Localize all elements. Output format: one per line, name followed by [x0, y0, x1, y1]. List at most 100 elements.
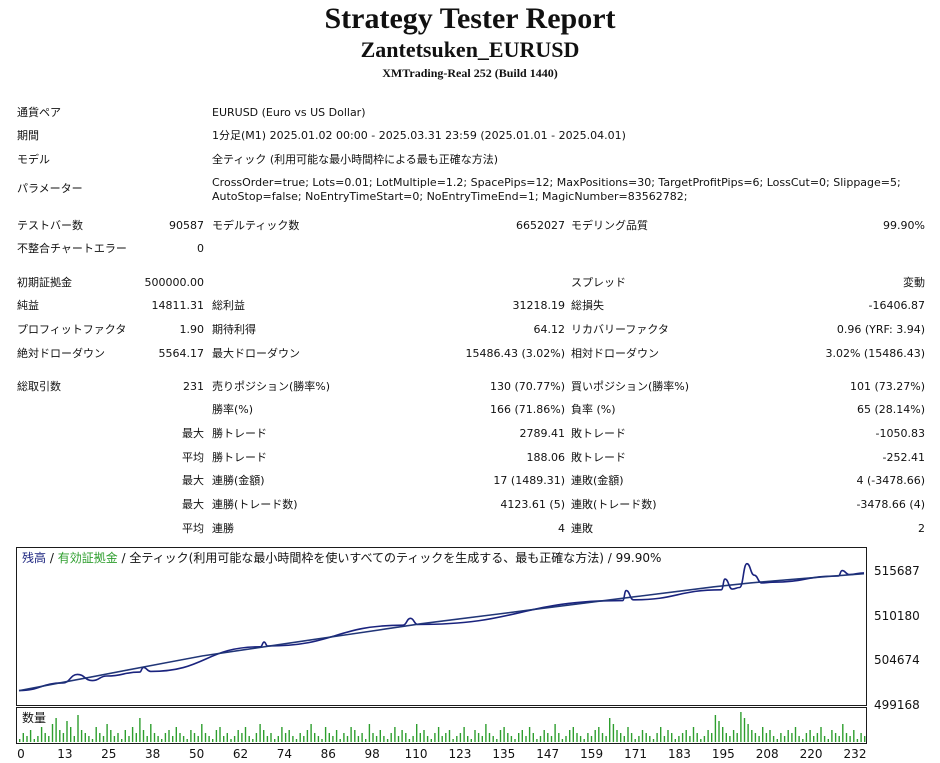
volume-bar [787, 730, 789, 742]
volume-bar [284, 733, 287, 742]
volume-bar [113, 736, 116, 742]
avg-win-value: 188.06 [526, 451, 566, 464]
volume-bar [528, 727, 531, 742]
x-tick-label: 50 [188, 747, 205, 761]
volume-bar [157, 736, 159, 742]
x-tick-label: 62 [232, 747, 249, 761]
consec-win-cnt-value: 4123.61 (5) [500, 498, 565, 511]
volume-bar [791, 733, 793, 742]
volume-bar [718, 721, 720, 742]
balance-series-overlay [18, 572, 865, 692]
params-label: パラメーター [17, 182, 83, 195]
avg-consec-win-value: 4 [558, 522, 565, 535]
volume-bar [732, 730, 735, 742]
volume-bar [434, 733, 436, 742]
volume-bar [554, 724, 556, 742]
x-tick-label: 98 [364, 747, 380, 761]
consec-win-amt-value: 17 (1489.31) [493, 474, 565, 487]
volume-bar [266, 736, 269, 742]
volume-bar [813, 736, 815, 742]
volume-bar [354, 730, 356, 742]
volume-bar [306, 730, 309, 742]
consec-win-amt-label: 連勝(金額) [212, 474, 265, 487]
avg-win-label: 勝トレード [212, 451, 267, 464]
volume-bar [295, 739, 298, 742]
volume-bar [48, 736, 50, 742]
period-value: 1分足(M1) 2025.01.02 00:00 - 2025.03.31 23… [212, 129, 626, 142]
volume-bar [62, 733, 65, 742]
volume-bar [802, 739, 804, 742]
volume-bar [51, 724, 54, 742]
volume-bar [663, 736, 666, 742]
volume-bar [769, 730, 771, 742]
long-label: 買いポジション(勝率%) [571, 380, 690, 393]
volume-bar [186, 739, 188, 742]
ticks-label: モデルティック数 [212, 219, 300, 232]
volume-bar [525, 736, 527, 742]
volume-bar [521, 730, 523, 742]
legend-equity: 有効証拠金 [57, 551, 118, 565]
volume-bar [314, 733, 316, 742]
equity-chart-frame [16, 547, 867, 706]
volume-bar [514, 739, 516, 742]
volume-bar [29, 730, 32, 742]
volume-bar [827, 739, 829, 742]
volume-bar [303, 736, 305, 742]
avg-consec-win-label: 連勝 [212, 522, 234, 535]
volume-bar [758, 736, 760, 742]
largest-prefix: 最大 [182, 427, 204, 440]
volume-bar [37, 736, 39, 742]
average-prefix: 平均 [182, 451, 204, 464]
volume-bar [161, 739, 163, 742]
volume-bar [776, 739, 778, 742]
x-tick-label: 25 [101, 747, 117, 761]
volume-bar [299, 733, 301, 742]
volume-bar [441, 736, 443, 742]
volume-bar [386, 739, 389, 742]
volume-bar [150, 724, 152, 742]
consec-loss-amt-value: 4 (-3478.66) [856, 474, 925, 487]
volume-bar [204, 733, 207, 742]
net-label: 純益 [17, 299, 39, 312]
volume-bar [401, 730, 403, 742]
volume-label: 数量 [22, 711, 47, 725]
volume-bar [448, 730, 451, 742]
volume-bar [798, 736, 800, 742]
volume-bar [452, 739, 454, 742]
volume-bar [270, 733, 272, 742]
volume-bar [547, 733, 549, 742]
x-tick-label: 171 [624, 747, 647, 761]
largest-loss-label: 敗トレード [571, 427, 626, 440]
symbol-value: EURUSD (Euro vs US Dollar) [212, 106, 366, 119]
volume-bar [357, 736, 360, 742]
volume-bar [379, 730, 381, 742]
volume-bar [751, 730, 753, 742]
recovery-label: リカバリーファクタ [571, 323, 669, 336]
chart-legend: 残高 / 有効証拠金 / 全ティック(利用可能な最小時間枠を使いすべてのティック… [22, 549, 661, 566]
volume-bar [649, 736, 651, 742]
spread-label: スプレッド [571, 276, 626, 289]
volume-bar [223, 736, 225, 742]
consec-win-cnt-label: 連勝(トレード数) [212, 498, 298, 511]
volume-bar [707, 730, 709, 742]
y-tick-label: 510180 [874, 609, 920, 623]
bars-label: テストバー数 [17, 219, 83, 232]
max-dd-value: 15486.43 (3.02%) [465, 347, 565, 360]
abs-dd-value: 5564.17 [158, 347, 205, 360]
volume-bar [208, 736, 210, 742]
volume-bar [685, 730, 687, 742]
volume-bar [842, 724, 844, 742]
legend-quality: 99.90% [615, 551, 662, 565]
quality-value: 99.90% [883, 219, 925, 232]
volume-bar [426, 736, 429, 742]
volume-bar [59, 730, 61, 742]
equity-chart [18, 562, 865, 692]
params-line1: CrossOrder=true; Lots=0.01; LotMultiple=… [212, 176, 901, 189]
volume-bar [703, 736, 706, 742]
consec-loss-cnt-label: 連敗(トレード数) [571, 498, 657, 511]
volume-bar [430, 739, 432, 742]
volume-bar [532, 733, 534, 742]
gross-loss-value: -16406.87 [868, 299, 925, 312]
volume-bar [536, 739, 538, 742]
consec-loss-cnt-value: -3478.66 (4) [856, 498, 925, 511]
